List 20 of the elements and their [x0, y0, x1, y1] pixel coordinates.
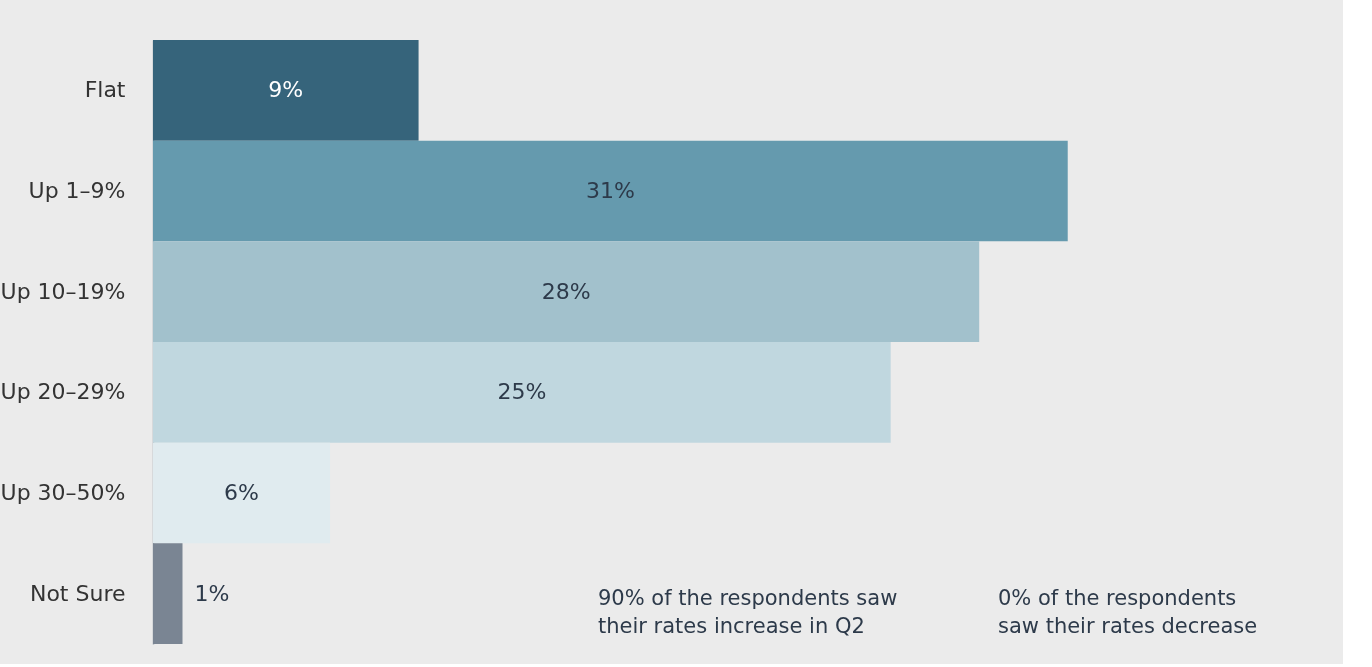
y-tick-label: Up 30–50% — [0, 480, 126, 505]
y-tick-label: Up 10–19% — [0, 278, 126, 304]
data-label: 31% — [585, 178, 635, 203]
annotation: 0% of the respondents saw their rates decrease — [998, 586, 1258, 638]
bar — [153, 140, 1068, 242]
y-tick-label: Up 1–9% — [28, 178, 126, 203]
data-label: 28% — [541, 278, 591, 304]
y-tick-label: Not Sure — [29, 580, 126, 606]
bar — [153, 241, 980, 342]
data-label: 9% — [268, 77, 304, 103]
y-tick-label: Flat — [84, 77, 126, 103]
bar — [153, 543, 183, 644]
bar — [153, 342, 891, 443]
data-label: 6% — [224, 480, 259, 505]
bar — [153, 442, 331, 544]
data-label: 25% — [497, 379, 547, 405]
annotation: 90% of the respondents saw their rates increase in Q2 — [598, 586, 898, 638]
bar — [153, 40, 419, 141]
data-label: 1% — [194, 580, 230, 606]
y-tick-label: Up 20–29% — [0, 379, 126, 405]
